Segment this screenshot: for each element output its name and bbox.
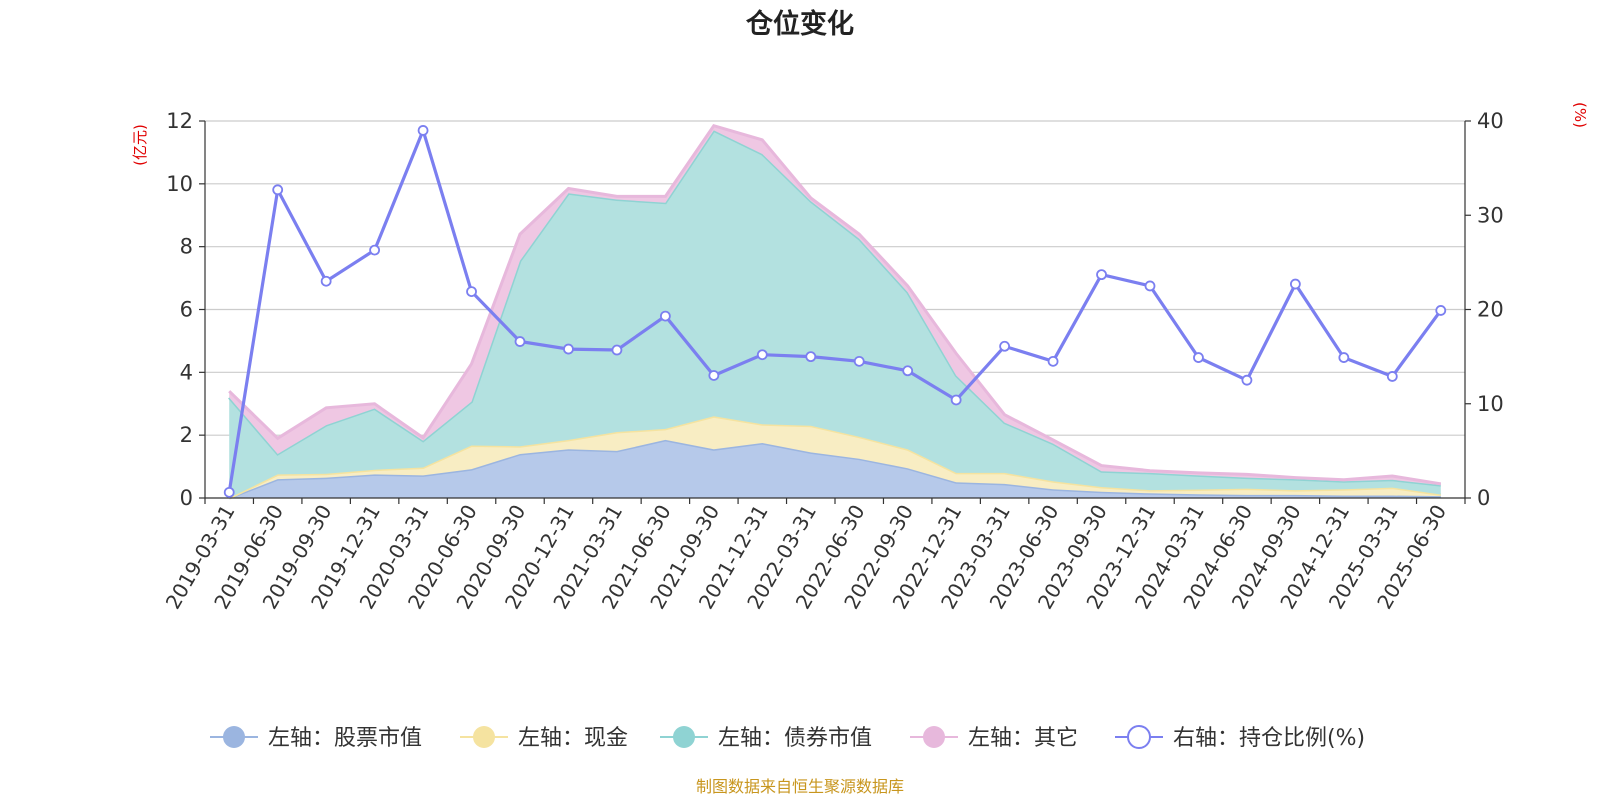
legend-marker	[473, 726, 495, 748]
legend: 左轴：股票市值 左轴：现金 左轴：债券市值 左轴：其它 右轴：持仓比例(%)	[210, 725, 1365, 751]
position-ratio-point	[950, 394, 962, 406]
position-ratio-point	[1241, 374, 1253, 386]
legend-marker	[1127, 725, 1151, 749]
left-axis-tick-label: 0	[180, 486, 193, 510]
left-axis-tick-label: 8	[180, 235, 193, 259]
data-source-note: 制图数据来自恒生聚源数据库	[696, 777, 904, 796]
position-ratio-point	[1193, 352, 1204, 363]
position-ratio-point	[320, 275, 332, 287]
position-ratio-point	[902, 365, 914, 377]
legend-marker	[923, 726, 945, 748]
position-ratio-point	[999, 340, 1011, 352]
legend-label: 左轴：股票市值	[268, 726, 422, 751]
legend-label: 左轴：债券市值	[718, 726, 872, 751]
area-series	[228, 123, 1442, 500]
position-ratio-point	[756, 349, 768, 361]
left-axis-tick-label: 12	[166, 109, 193, 133]
position-ratio-point	[659, 310, 671, 322]
legend-marker	[673, 726, 695, 748]
chart-title: 仓位变化	[745, 8, 854, 40]
position-ratio-point	[853, 355, 865, 367]
position-ratio-point	[1435, 305, 1447, 316]
right-axis-unit: (%)	[1571, 102, 1589, 128]
area-fill	[229, 439, 1441, 498]
position-ratio-point	[1386, 371, 1398, 382]
position-ratio-point	[563, 343, 574, 355]
left-axis-tick-label: 4	[180, 360, 193, 384]
position-ratio-point	[1096, 269, 1107, 281]
position-ratio-point	[1338, 352, 1350, 363]
right-axis-tick-label: 30	[1477, 203, 1504, 227]
left-axis-tick-label: 6	[180, 298, 193, 322]
area-edge-line	[228, 123, 1442, 486]
right-axis-tick-label: 10	[1477, 392, 1504, 416]
legend-label: 左轴：现金	[518, 726, 628, 751]
position-ratio-point	[1144, 280, 1156, 292]
position-ratio-point	[1047, 355, 1059, 367]
position-ratio-point	[466, 286, 477, 297]
area-fill	[229, 130, 1441, 498]
position-ratio-point	[1289, 278, 1301, 290]
position-ratio-point	[708, 370, 720, 381]
position-ratio-point	[369, 244, 381, 256]
position-ratio-point	[805, 351, 817, 363]
right-axis-tick-label: 40	[1477, 109, 1504, 133]
legend-marker	[223, 726, 245, 748]
legend-label: 右轴：持仓比例(%)	[1173, 726, 1365, 751]
left-axis-tick-label: 2	[180, 423, 193, 447]
position-ratio-line	[227, 125, 1443, 493]
position-ratio-point	[417, 125, 429, 136]
left-axis-tick-label: 10	[166, 172, 193, 196]
position-ratio-point	[223, 486, 235, 498]
right-axis-tick-label: 20	[1477, 298, 1504, 322]
legend-label: 左轴：其它	[968, 726, 1078, 751]
position-ratio-point	[611, 344, 623, 356]
line-series	[223, 125, 1447, 498]
left-axis-unit: (亿元)	[131, 124, 149, 166]
right-axis-tick-label: 0	[1477, 486, 1490, 510]
position-ratio-point	[272, 184, 284, 196]
position-ratio-point	[514, 336, 526, 347]
